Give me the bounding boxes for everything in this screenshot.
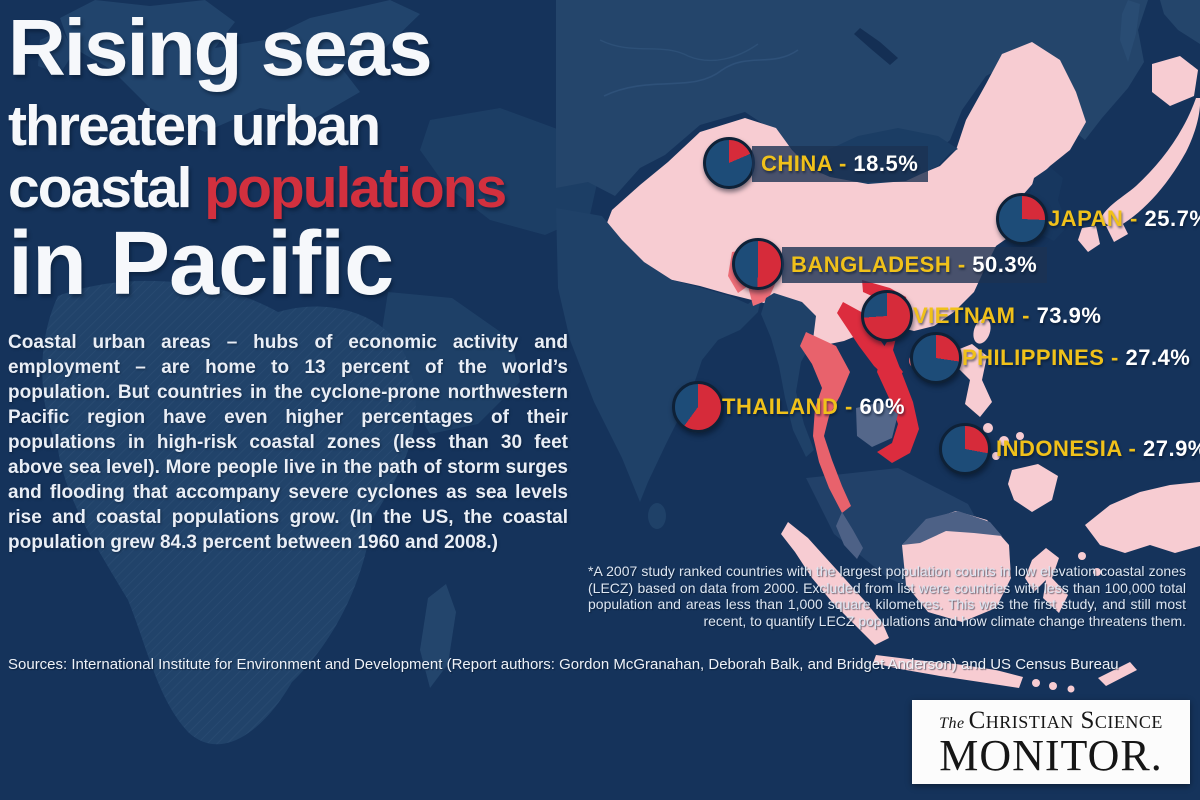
map-cambodia	[856, 402, 898, 447]
label-china-pct: 18.5%	[853, 151, 919, 176]
map-java	[873, 655, 1023, 688]
map-timor	[1098, 662, 1137, 686]
map-lombok	[1049, 682, 1057, 690]
map-maluku-2	[1093, 568, 1101, 576]
sources-line: Sources: International Institute for Env…	[8, 656, 1119, 673]
world-silhouette-africa-hatch	[42, 280, 416, 745]
map-thailand	[800, 332, 851, 513]
map-russia-river-1	[603, 49, 799, 97]
map-taiwan	[973, 318, 991, 344]
headline-line-4: in Pacific	[8, 214, 394, 314]
label-philippines-pct: 27.4%	[1125, 345, 1191, 370]
map-vietnam	[862, 280, 919, 463]
map-india	[556, 208, 762, 502]
headline-line-3: coastal populations	[8, 158, 583, 218]
map-malaysia-peninsula	[836, 512, 863, 559]
label-thailand-name: THAILAND -	[722, 394, 860, 419]
map-lake-baikal	[854, 28, 898, 65]
study-footnote: *A 2007 study ranked countries with the …	[588, 563, 1186, 629]
map-korea	[1029, 167, 1068, 241]
headline-line-2: threaten urban	[8, 94, 381, 158]
csm-logo: The Christian Science Monitor.	[912, 700, 1190, 784]
world-silhouette-europe	[60, 0, 420, 132]
label-japan-name: JAPAN -	[1048, 206, 1145, 231]
map-sakhalin	[1120, 0, 1140, 62]
label-thailand: THAILAND - 60%	[722, 390, 905, 424]
pie-japan	[996, 193, 1048, 245]
headline-line-3-red: populations	[204, 156, 507, 220]
pie-bangladesh	[732, 238, 784, 290]
world-silhouette-centralasia	[420, 108, 600, 235]
map-myanmar	[761, 293, 816, 457]
label-bangladesh: BANGLADESH - 50.3%	[782, 247, 1048, 283]
headline-line-3-white: coastal	[8, 156, 205, 220]
map-russia-river-2	[599, 39, 759, 62]
world-silhouette-madagascar	[420, 584, 456, 688]
label-japan-pct: 25.7%	[1144, 206, 1200, 231]
headline: Rising seas threaten urban coastal popul…	[8, 2, 583, 310]
csm-logo-name: Christian Science	[968, 707, 1163, 734]
label-thailand-pct: 60%	[859, 394, 906, 419]
label-japan: JAPAN - 25.7%	[1048, 202, 1200, 236]
label-vietnam: VIETNAM - 73.9%	[913, 299, 1101, 333]
csm-logo-monitor: Monitor.	[939, 731, 1163, 780]
map-borneo-malaysia	[902, 511, 1002, 545]
label-bangladesh-name: BANGLADESH -	[791, 252, 973, 277]
map-new-guinea	[1085, 482, 1200, 553]
label-philippines-name: PHILIPPINES -	[962, 345, 1126, 370]
map-borneo-indonesia	[902, 511, 1011, 622]
world-silhouette-britain	[38, 30, 74, 74]
map-bali	[1032, 679, 1040, 687]
map-maluku-1	[1078, 552, 1086, 560]
label-vietnam-name: VIETNAM -	[913, 303, 1037, 328]
label-bangladesh-pct: 50.3%	[972, 252, 1038, 277]
label-indonesia-pct: 27.9%	[1142, 436, 1200, 461]
pie-vietnam	[861, 290, 913, 342]
pie-china	[703, 137, 755, 189]
pie-philippines	[910, 332, 962, 384]
csm-logo-the: The	[939, 715, 965, 732]
map-srilanka	[648, 503, 666, 529]
pie-indonesia	[939, 423, 991, 475]
map-sumatra	[781, 522, 889, 645]
map-kamchatka	[1160, 0, 1200, 44]
map-russia	[556, 0, 1148, 196]
label-vietnam-pct: 73.9%	[1036, 303, 1102, 328]
label-china: CHINA - 18.5%	[752, 146, 929, 182]
map-sulawesi	[1025, 548, 1068, 613]
world-silhouette-group	[38, 0, 600, 745]
map-sumbawa	[1067, 685, 1075, 693]
csm-logo-top: The Christian Science	[912, 707, 1190, 736]
lede-paragraph: Coastal urban areas – hubs of economic a…	[8, 332, 568, 553]
label-indonesia-name: INDONESIA -	[996, 436, 1143, 461]
label-china-name: CHINA -	[761, 151, 854, 176]
label-philippines: PHILIPPINES - 27.4%	[962, 341, 1190, 375]
map-japan	[1078, 56, 1200, 252]
headline-line-1: Rising seas	[8, 3, 433, 92]
label-indonesia: INDONESIA - 27.9%	[996, 432, 1200, 466]
world-silhouette-arabia	[382, 292, 520, 434]
pie-thailand	[672, 381, 724, 433]
